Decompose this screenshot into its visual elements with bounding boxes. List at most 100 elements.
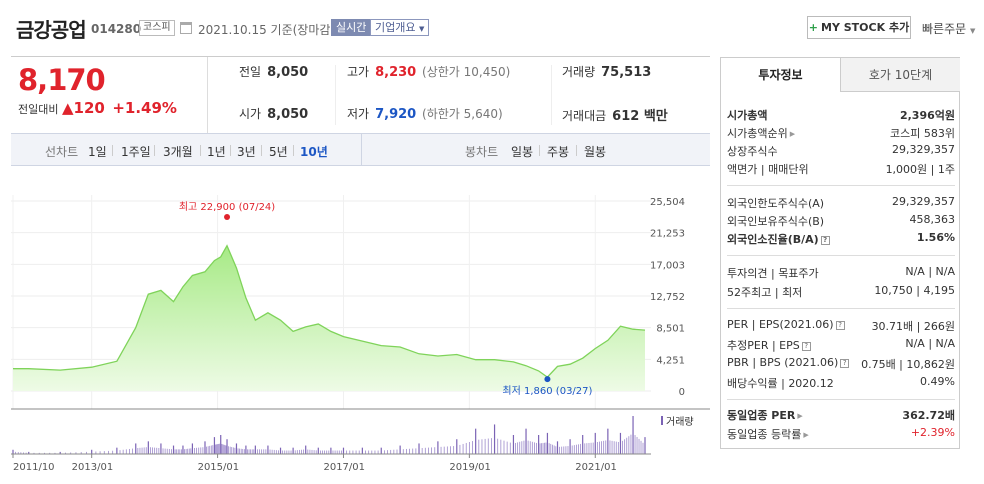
volume-bar <box>358 450 360 454</box>
volume-bar <box>355 450 357 454</box>
volume-bar <box>571 445 573 454</box>
volume-bar <box>536 442 537 454</box>
tab-5y[interactable]: 5년 <box>269 145 288 159</box>
volume-bar <box>33 452 35 454</box>
invest-info-panel: 투자정보 호가 10단계 시가총액 2,396억원 시가총액순위 ▶ 코스피 583위… <box>720 57 960 449</box>
help-icon: ? <box>820 236 830 245</box>
my-stock-add-button[interactable]: + MY STOCK 추가 <box>807 16 911 39</box>
volume-bar <box>475 428 477 454</box>
company-overview-dropdown[interactable]: 기업개요 ▼ <box>370 19 430 36</box>
line-chart-label: 선차트 <box>45 145 79 159</box>
per-eps-row: PER | EPS(2021.06)? 30.71배 | 266원 <box>727 318 955 333</box>
y-tick-label: 8,501 <box>656 324 685 335</box>
quick-order-link[interactable]: 빠른주문 ▼ <box>922 22 976 36</box>
volume-bar <box>374 450 376 454</box>
volume-bar <box>525 428 527 454</box>
tab-invest-info[interactable]: 투자정보 <box>721 58 840 92</box>
volume-bar <box>630 434 632 454</box>
volume-bar <box>279 447 282 454</box>
volume-bar <box>284 450 286 454</box>
tab-3y[interactable]: 3년 <box>237 145 256 159</box>
volume-bar <box>226 439 228 454</box>
stock-header: 금강공업 014280 코스피 2021.10.15 기준(장마감) 실시간 기… <box>0 0 984 56</box>
volume-bar <box>75 452 77 454</box>
volume-bar <box>218 443 220 454</box>
x-tick-label: 2021/01 <box>575 462 617 473</box>
up-triangle-icon: ▲ <box>61 99 74 117</box>
volume-bar <box>586 443 588 454</box>
volume-bar <box>523 440 525 454</box>
volume-bar <box>215 444 216 454</box>
volume-bar <box>349 450 351 454</box>
volume-bar <box>294 450 296 454</box>
volume-bar <box>545 442 547 454</box>
volume-bar <box>387 450 388 454</box>
volume-bar <box>332 450 334 454</box>
volume-bar <box>582 435 584 454</box>
y-tick-label: 25,504 <box>650 197 685 208</box>
face-value-row: 액면가 | 매매단위 1,000원 | 1주 <box>727 163 955 176</box>
tab-monthly[interactable]: 월봉 <box>584 145 607 159</box>
volume-bar <box>216 444 217 454</box>
volume-bar <box>556 441 559 454</box>
volume-bar <box>198 447 200 454</box>
tab-order-book[interactable]: 호가 10단계 <box>840 58 960 92</box>
realtime-button[interactable]: 실시간 <box>331 19 372 36</box>
volume-bar <box>296 450 298 454</box>
tab-1w[interactable]: 1주일 <box>121 145 151 159</box>
volume-bar <box>171 449 172 454</box>
volume-bar <box>315 450 317 454</box>
tab-1d[interactable]: 1일 <box>88 145 107 159</box>
volume-bar <box>137 448 139 454</box>
volume-bar <box>278 450 279 454</box>
tab-10y[interactable]: 10년 <box>300 145 328 159</box>
volume-bar <box>166 448 168 454</box>
volume-bar <box>336 450 338 454</box>
volume-bar <box>185 448 187 454</box>
volume-bar <box>190 448 192 454</box>
volume-bar <box>481 439 483 454</box>
price-change: 전일대비 ▲120 +1.49% <box>18 99 177 117</box>
volume-bar <box>54 452 56 454</box>
volume-bar <box>228 446 229 454</box>
volume-bar <box>179 449 181 454</box>
min-marker <box>544 376 551 383</box>
volume-bar <box>206 446 207 454</box>
volume-bar <box>202 447 204 454</box>
volume-bar <box>204 441 206 454</box>
volume-bar <box>607 428 609 454</box>
volume-bar <box>412 448 414 454</box>
volume-bar <box>44 452 45 454</box>
volume-bar <box>172 445 175 454</box>
volume-bar <box>575 444 577 454</box>
volume-bar <box>334 450 336 454</box>
volume-bar <box>640 440 642 454</box>
tab-1y[interactable]: 1년 <box>207 145 226 159</box>
volume-bar <box>12 449 14 454</box>
volume-bar <box>437 441 439 454</box>
volume-bar <box>328 450 330 454</box>
opinion-row: 투자의견 | 목표주가 N/A | N/A <box>727 265 955 280</box>
volume-bar <box>156 447 158 454</box>
volume-bar <box>20 452 22 454</box>
volume-bar <box>229 446 231 454</box>
tab-weekly[interactable]: 주봉 <box>547 145 570 159</box>
volume-bar <box>217 444 218 454</box>
chevron-down-icon: ▼ <box>970 27 976 35</box>
tab-3m[interactable]: 3개월 <box>163 145 193 159</box>
volume-bar <box>191 443 194 454</box>
volume-bar <box>168 448 170 454</box>
volume-bar <box>559 446 561 454</box>
volume-bar <box>534 442 535 454</box>
volume-bar <box>493 424 496 454</box>
sector-per-row: 동일업종 PER ▶ 362.72배 <box>727 409 955 422</box>
volume-bar <box>271 449 273 454</box>
volume-bar <box>617 442 619 454</box>
volume-bar <box>434 447 436 454</box>
quote-date: 2021.10.15 기준(장마감) <box>198 23 336 37</box>
volume-bar <box>234 447 236 454</box>
tab-daily[interactable]: 일봉 <box>511 145 534 159</box>
volume-bar <box>548 443 550 454</box>
volume-bar <box>573 445 575 454</box>
volume-bar <box>319 450 321 454</box>
